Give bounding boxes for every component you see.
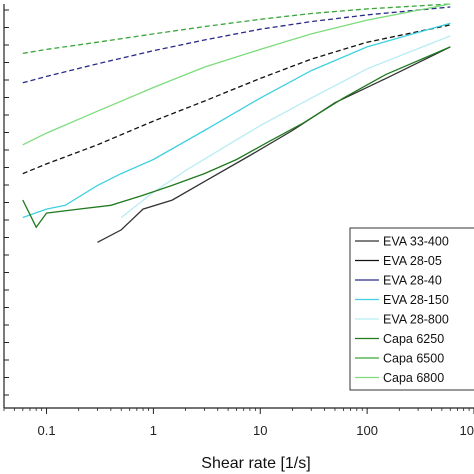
series-line [97, 46, 451, 243]
legend-label: EVA 28-05 [383, 254, 442, 268]
x-tick-label: 1000 [460, 423, 474, 438]
x-tick-label: 0.1 [37, 423, 55, 438]
legend-label: Capa 6250 [383, 332, 444, 346]
legend-label: EVA 28-150 [383, 293, 449, 307]
plot-lines [22, 3, 451, 243]
legend-label: Capa 6500 [383, 352, 444, 366]
x-axis-title: Shear rate [1/s] [201, 455, 310, 472]
x-tick-label: 10 [253, 423, 267, 438]
axes: 0.1 1 10 100 1000 [3, 4, 474, 438]
series-line [22, 46, 451, 229]
legend-box [349, 227, 474, 391]
series-line [22, 3, 451, 55]
legend-label: Capa 6800 [383, 371, 444, 385]
series-line [22, 6, 451, 84]
x-tick-label: 1 [150, 423, 157, 438]
legend-label: EVA 33-400 [383, 235, 449, 249]
series-line [22, 24, 451, 175]
series-line [120, 35, 451, 219]
series-line [22, 3, 451, 146]
series-line [22, 22, 451, 219]
legend-label: EVA 28-40 [383, 274, 442, 288]
x-tick-label: 100 [356, 423, 378, 438]
legend: EVA 33-400 EVA 28-05 EVA 28-40 EVA 28-150 EV… [349, 227, 474, 391]
legend-label: EVA 28-800 [383, 313, 449, 327]
